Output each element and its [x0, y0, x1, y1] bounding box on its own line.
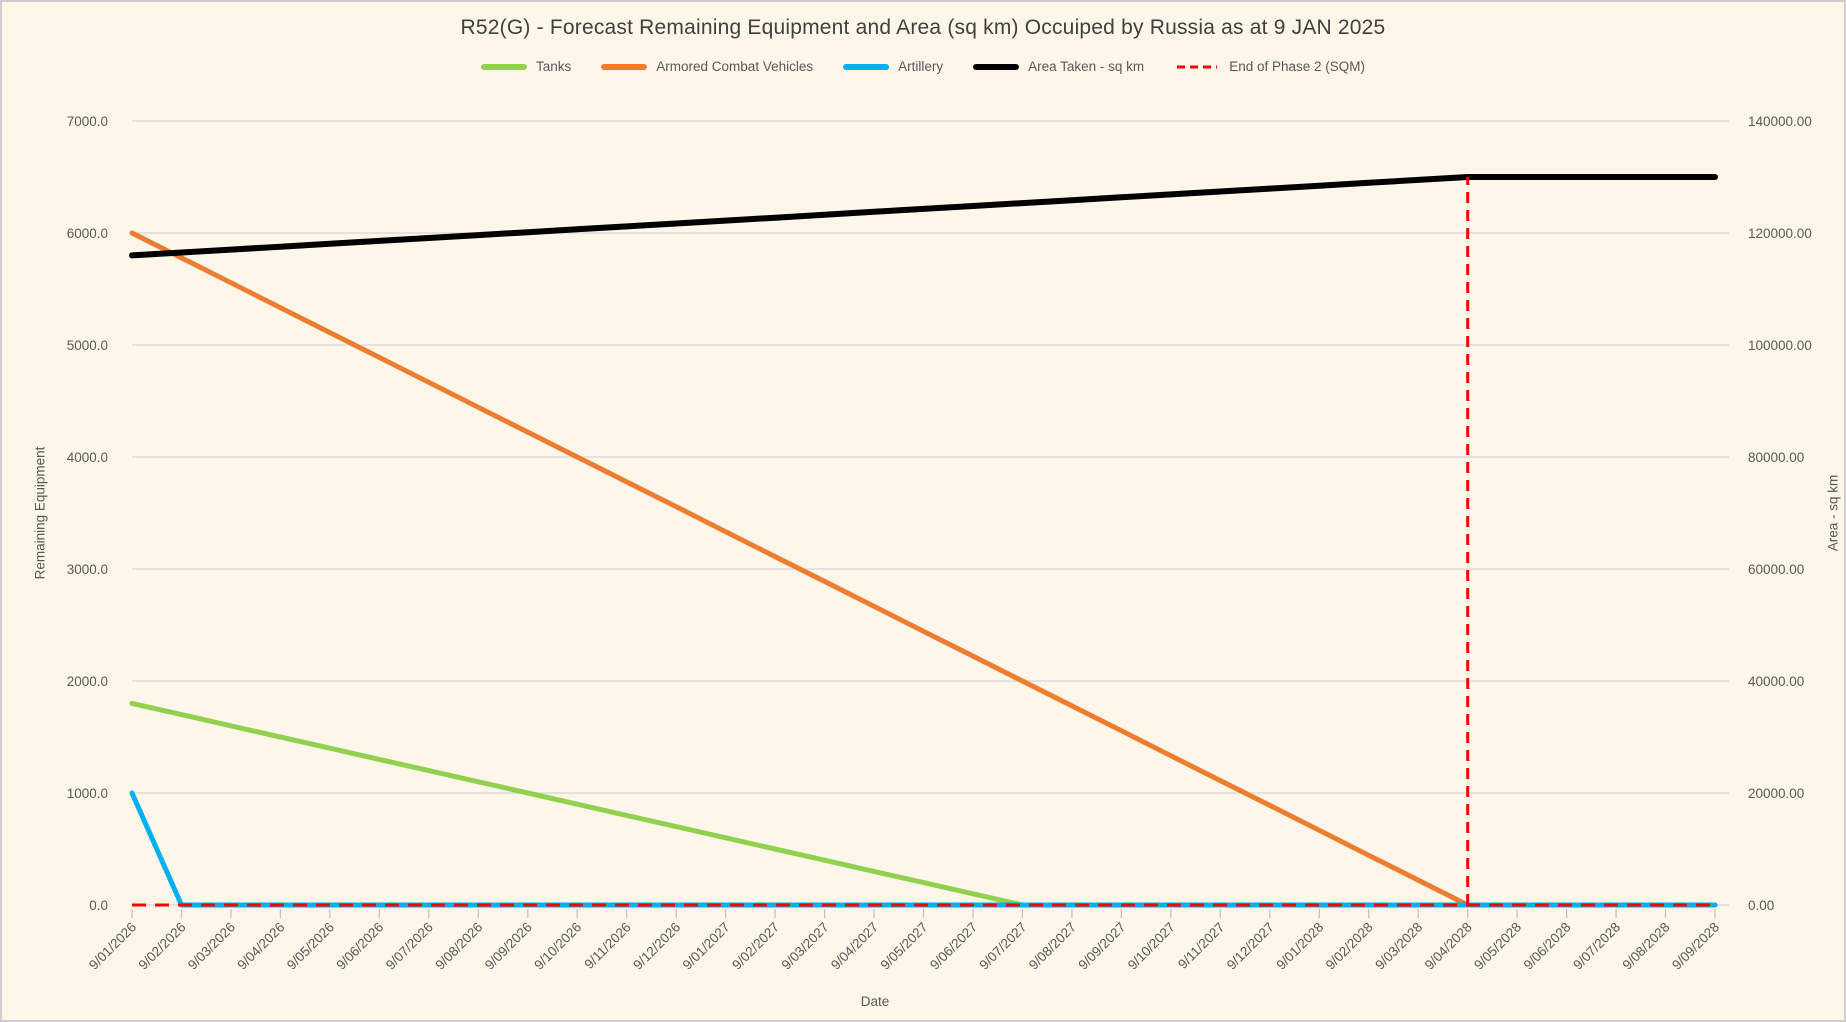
x-tick-label: 9/02/2026 [136, 920, 189, 973]
legend-swatch-end-of-phase-2-sqm [1177, 65, 1218, 68]
x-tick-label: 9/01/2027 [680, 920, 733, 973]
legend-item-armored-combat-vehicles: Armored Combat Vehicles [601, 59, 813, 74]
x-tick-label: 9/09/2028 [1669, 920, 1722, 973]
legend-label: Area Taken - sq km [1028, 59, 1145, 74]
chart-title: R52(G) - Forecast Remaining Equipment an… [460, 16, 1386, 39]
legend-label: End of Phase 2 (SQM) [1229, 59, 1365, 74]
x-tick-label: 9/12/2027 [1224, 920, 1277, 973]
x-tick-label: 9/05/2026 [284, 920, 337, 973]
y-left-tick-label: 6000.0 [67, 226, 108, 241]
y-left-tick-label: 5000.0 [67, 338, 108, 353]
x-tick-label: 9/05/2027 [878, 920, 931, 973]
x-tick-label: 9/02/2027 [729, 920, 782, 973]
x-tick-label: 9/08/2026 [432, 920, 485, 973]
x-tick-label: 9/08/2028 [1620, 920, 1673, 973]
x-tick-label: 9/03/2026 [185, 920, 238, 973]
legend-swatch-tanks [481, 63, 527, 70]
legend-swatch-area-taken-sq-km [973, 63, 1020, 70]
x-tick-label: 9/01/2028 [1273, 920, 1326, 973]
x-tick-label: 9/04/2027 [828, 920, 881, 973]
x-tick-label: 9/04/2028 [1422, 920, 1475, 973]
x-tick-label: 9/07/2028 [1570, 920, 1623, 973]
y-right-tick-label: 140000.00 [1748, 114, 1812, 129]
legend-item-area-taken-sq-km: Area Taken - sq km [973, 59, 1144, 74]
x-tick-label: 9/12/2026 [630, 920, 683, 973]
x-tick-label: 9/03/2027 [779, 920, 832, 973]
series-armored-combat-vehicles-line [129, 230, 1718, 908]
x-tick-label: 9/11/2026 [581, 920, 633, 972]
x-tick-label: 9/08/2027 [1026, 920, 1079, 973]
legend-label: Artillery [898, 59, 944, 74]
y-left-tick-label: 1000.0 [67, 786, 108, 801]
x-tick-label: 9/05/2028 [1471, 920, 1524, 973]
series-tanks-line [129, 700, 1718, 908]
x-axis-title: Date [860, 994, 890, 1009]
x-tick-label: 9/09/2026 [482, 920, 535, 973]
y-axis-right-title: Area - sq km [1825, 474, 1841, 552]
y-left-tick-label: 4000.0 [67, 450, 108, 465]
x-tick-label: 9/06/2028 [1521, 920, 1574, 973]
legend: Tanks Armored Combat Vehicles Artillery Are… [2, 59, 1844, 74]
y-axis-left-title: Remaining Equipment [32, 446, 48, 580]
x-tick-label: 9/11/2027 [1175, 920, 1227, 972]
x-tick-label: 9/04/2026 [234, 920, 287, 973]
x-tick-label: 9/01/2026 [86, 920, 139, 973]
y-right-tick-label: 0.00 [1748, 898, 1774, 913]
legend-item-tanks: Tanks [481, 59, 571, 74]
y-right-tick-label: 20000.00 [1748, 786, 1804, 801]
legend-item-end-of-phase-2-sqm: End of Phase 2 (SQM) [1174, 59, 1365, 74]
legend-swatch-artillery [843, 63, 890, 70]
y-right-tick-label: 40000.00 [1748, 674, 1804, 689]
legend-label: Tanks [536, 59, 572, 74]
x-tick-label: 9/09/2027 [1075, 920, 1128, 973]
y-right-tick-label: 60000.00 [1748, 562, 1804, 577]
x-tick-label: 9/06/2026 [333, 920, 386, 973]
series-area-taken-sq-km-line [129, 174, 1718, 259]
y-right-tick-label: 100000.00 [1748, 338, 1812, 353]
x-tick-label: 9/07/2027 [976, 920, 1029, 973]
y-right-tick-label: 120000.00 [1748, 226, 1812, 241]
y-right-tick-label: 80000.00 [1748, 450, 1804, 465]
legend-label: Armored Combat Vehicles [656, 59, 814, 74]
legend-swatch-armored-combat-vehicles [601, 63, 648, 70]
x-tick-label: 9/10/2026 [531, 920, 584, 973]
legend-item-artillery: Artillery [843, 59, 943, 74]
series-artillery-line [129, 790, 1718, 908]
y-left-tick-label: 2000.0 [67, 674, 108, 689]
x-tick-label: 9/06/2027 [927, 920, 980, 973]
y-left-tick-label: 3000.0 [67, 562, 108, 577]
y-left-tick-label: 0.0 [89, 898, 108, 913]
x-tick-label: 9/03/2028 [1372, 920, 1425, 973]
x-tick-label: 9/02/2028 [1323, 920, 1376, 973]
x-tick-label: 9/10/2027 [1125, 920, 1178, 973]
x-tick-label: 9/07/2026 [383, 920, 436, 973]
y-left-tick-label: 7000.0 [67, 114, 108, 129]
